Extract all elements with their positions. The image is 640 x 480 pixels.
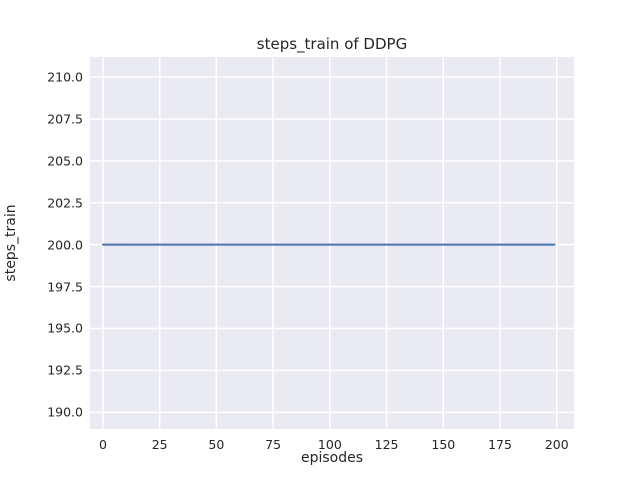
axes-background	[90, 57, 574, 429]
x-tick-label: 0	[98, 437, 107, 452]
y-tick-label: 200.0	[47, 237, 83, 253]
y-tick-label: 190.0	[47, 404, 83, 420]
chart-title: steps_train of DDPG	[256, 35, 408, 53]
y-tick-label: 202.5	[47, 195, 83, 211]
x-tick-label: 125	[374, 437, 399, 452]
x-tick-label: 25	[151, 437, 168, 452]
x-tick-label: 175	[488, 437, 512, 452]
y-tick-label: 195.0	[47, 320, 83, 336]
y-tick-label: 205.0	[47, 153, 83, 169]
x-tick-label: 50	[208, 437, 225, 452]
y-tick-label: 197.5	[47, 279, 83, 295]
y-tick-label: 207.5	[47, 111, 83, 127]
x-tick-label: 150	[431, 437, 456, 452]
y-tick-label: 210.0	[47, 69, 83, 85]
x-tick-label: 200	[544, 437, 569, 452]
x-tick-label: 75	[265, 437, 282, 452]
x-axis-label: episodes	[300, 450, 364, 466]
y-axis-label: steps_train	[3, 204, 19, 282]
y-tick-label: 192.5	[47, 362, 83, 378]
x-tick-label: 100	[317, 437, 342, 452]
